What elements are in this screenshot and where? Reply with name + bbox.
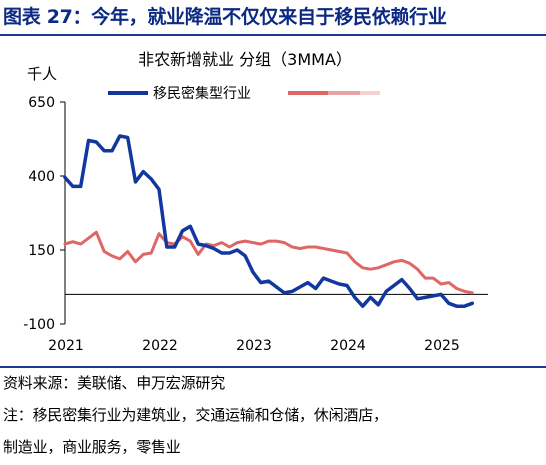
series-line-1 (63, 134, 475, 308)
legend-label-series-1: 移民密集型行业 (153, 85, 251, 102)
title-divider (0, 34, 546, 36)
y-tick-label: -100 (23, 317, 55, 333)
chart-title: 非农新增就业 分组（3MMA） (138, 50, 352, 69)
y-tick-label: 400 (28, 169, 55, 185)
source-note: 资料来源：美联储、申万宏源研究 (3, 374, 226, 392)
chart-area: 非农新增就业 分组（3MMA） 千人 移民密集型行业 650 400 150 -100… (0, 36, 546, 366)
series-layer (63, 134, 475, 308)
unit-label: 千人 (27, 65, 57, 83)
y-tick-label: 650 (28, 95, 55, 111)
footnote-line-2: 制造业，商业服务，零售业 (3, 438, 181, 456)
x-tick-label: 2023 (236, 338, 272, 354)
footnote-line-1: 注：移民密集行业为建筑业，交通运输和仓储，休闲酒店， (3, 406, 388, 424)
x-tick-label: 2024 (330, 338, 366, 354)
y-tick-label: 150 (28, 243, 55, 259)
series-line-2 (63, 230, 474, 295)
x-tick-label: 2025 (424, 338, 460, 354)
line-chart: 非农新增就业 分组（3MMA） 千人 移民密集型行业 650 400 150 -100… (23, 50, 488, 354)
figure-title: 图表 27：今年，就业降温不仅仅来自于移民依赖行业 (3, 6, 447, 28)
x-tick-label: 2021 (48, 338, 84, 354)
axes: 650 400 150 -100 2021 2022 2023 2024 2025 (23, 95, 488, 354)
legend: 移民密集型行业 (108, 85, 380, 102)
x-tick-label: 2022 (142, 338, 178, 354)
bottom-divider (0, 366, 546, 368)
